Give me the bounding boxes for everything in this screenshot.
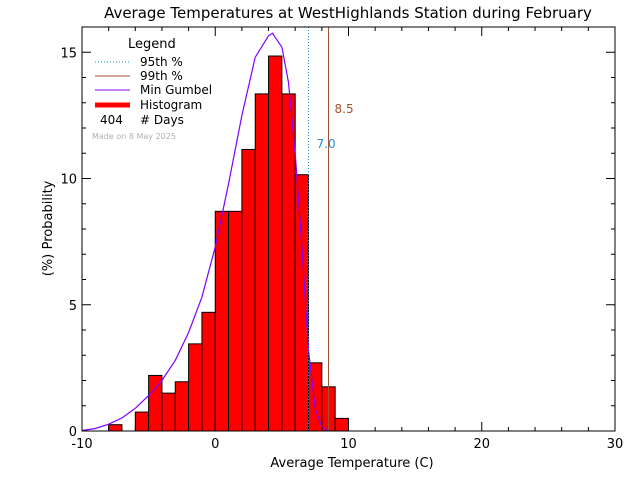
legend-gumbel-label: Min Gumbel xyxy=(140,83,212,97)
histogram-bar xyxy=(334,417,349,432)
histogram-bar xyxy=(161,392,176,432)
histogram-bar xyxy=(228,210,243,432)
legend-p99-label: 99th % xyxy=(140,69,183,83)
histogram-bar xyxy=(108,424,123,432)
y-tick-label: 0 xyxy=(69,425,77,440)
x-tick-label: 20 xyxy=(473,437,490,452)
histogram-bar xyxy=(254,93,270,432)
histogram-bar xyxy=(134,411,150,432)
legend-days-count: 404 xyxy=(100,113,123,127)
y-tick-label: 15 xyxy=(60,46,77,61)
x-axis-label: Average Temperature (C) xyxy=(270,456,433,471)
y-axis-unit: (%) xyxy=(41,254,56,277)
legend-title: Legend xyxy=(128,37,176,52)
gumbel-curve xyxy=(81,32,329,432)
x-tick-label: 10 xyxy=(340,437,357,452)
histogram-bar xyxy=(268,55,283,432)
histogram-bar xyxy=(174,381,190,432)
percentile-95-label: 7.0 xyxy=(317,137,336,151)
legend-histogram-label: Histogram xyxy=(140,98,202,112)
histogram-bar xyxy=(188,343,203,432)
x-tick-label: 0 xyxy=(211,437,219,452)
legend-p95-label: 95th % xyxy=(140,55,183,69)
legend-days-label: # Days xyxy=(140,113,184,127)
chart-title: Average Temperatures at WestHighlands St… xyxy=(104,4,592,22)
y-tick-label: 10 xyxy=(60,173,77,188)
x-tick-label: -10 xyxy=(71,437,92,452)
histogram-bar xyxy=(148,374,163,432)
x-tick-label: 30 xyxy=(607,437,624,452)
y-axis-label: Probability xyxy=(41,180,56,249)
made-on-note: Made on 8 May 2025 xyxy=(92,132,176,141)
histogram-bars xyxy=(108,55,349,432)
legend: Legend 95th % 99th % Min Gumbel Histogra… xyxy=(92,37,212,141)
histogram-bar xyxy=(281,93,296,432)
y-tick-label: 5 xyxy=(69,299,77,314)
histogram-bar xyxy=(294,174,310,432)
percentile-99-label: 8.5 xyxy=(335,102,354,116)
histogram-bar xyxy=(201,311,216,432)
histogram-bar xyxy=(241,148,256,432)
histogram-bar xyxy=(214,210,230,432)
